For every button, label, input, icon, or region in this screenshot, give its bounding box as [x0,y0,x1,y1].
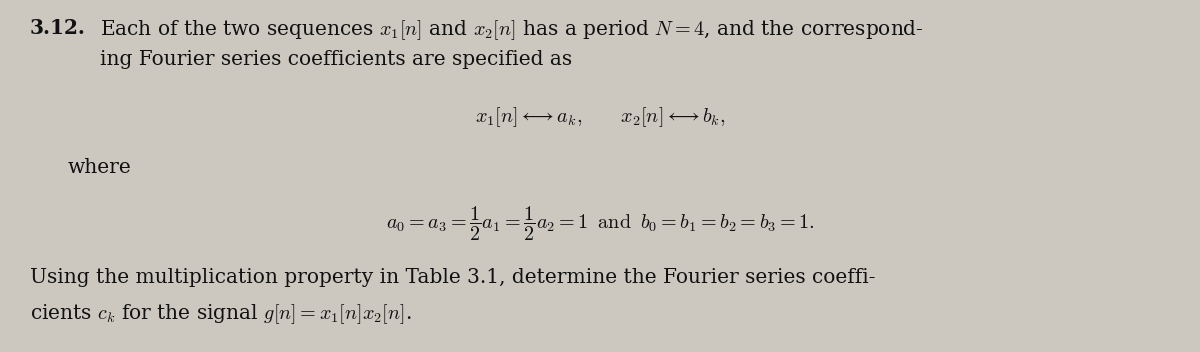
Text: cients $c_k$ for the signal $g[n] = x_1[n]x_2[n]$.: cients $c_k$ for the signal $g[n] = x_1[… [30,302,412,326]
Text: $a_0 = a_3 = \dfrac{1}{2}a_1 = \dfrac{1}{2}a_2 = 1 \;\; \mathrm{and} \;\; b_0 = : $a_0 = a_3 = \dfrac{1}{2}a_1 = \dfrac{1}… [385,205,815,243]
Text: 3.12.: 3.12. [30,18,86,38]
Text: where: where [68,158,132,177]
Text: $x_1[n] \longleftrightarrow a_k, \qquad x_2[n] \longleftrightarrow b_k,$: $x_1[n] \longleftrightarrow a_k, \qquad … [475,105,725,129]
Text: Each of the two sequences $x_1[n]$ and $x_2[n]$ has a period $N = 4$, and the co: Each of the two sequences $x_1[n]$ and $… [100,18,924,42]
Text: ing Fourier series coefficients are specified as: ing Fourier series coefficients are spec… [100,50,572,69]
Text: Using the multiplication property in Table 3.1, determine the Fourier series coe: Using the multiplication property in Tab… [30,268,876,287]
